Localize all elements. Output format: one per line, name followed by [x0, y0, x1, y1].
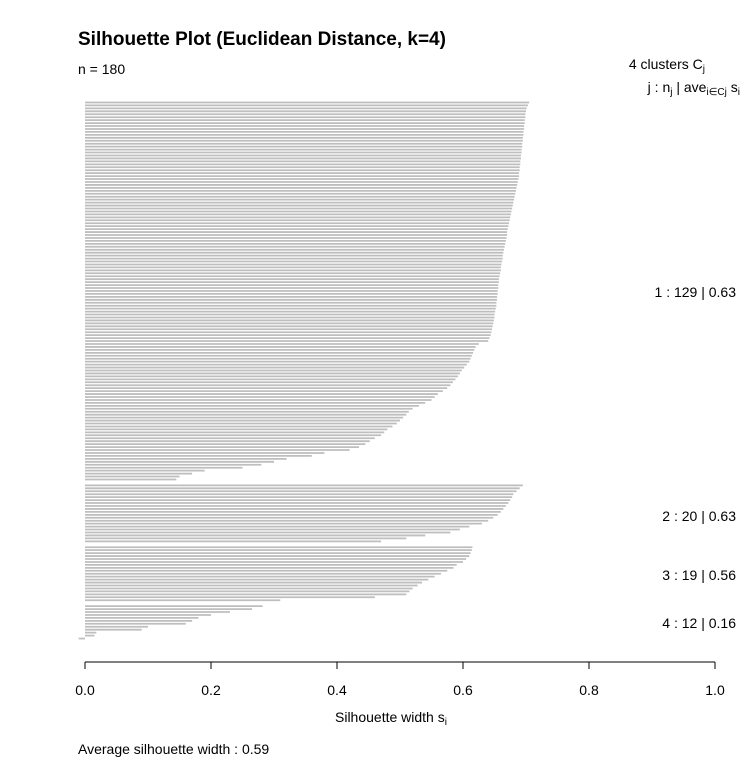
clusters-header-legend: j : nj | avei∈Cj si — [647, 79, 740, 98]
cluster-3-label: 3 : 19 | 0.56 — [662, 567, 736, 583]
cluster-2-label: 2 : 20 | 0.63 — [662, 508, 736, 524]
cluster-4-label: 4 : 12 | 0.16 — [662, 615, 736, 631]
x-tick-label: 0.8 — [579, 682, 599, 698]
average-silhouette-label: Average silhouette width : 0.59 — [78, 741, 270, 757]
x-tick-label: 0.2 — [201, 682, 221, 698]
x-tick-label: 0.4 — [327, 682, 347, 698]
x-tick-label: 0.6 — [453, 682, 473, 698]
x-axis-label: Silhouette width si — [335, 709, 447, 728]
x-tick-label: 1.0 — [705, 682, 725, 698]
clusters-header: 4 clusters Cj — [628, 56, 705, 75]
chart-title: Silhouette Plot (Euclidean Distance, k=4… — [78, 29, 446, 50]
cluster-1-label: 1 : 129 | 0.63 — [654, 284, 736, 300]
sample-size-label: n = 180 — [78, 61, 126, 77]
x-tick-label: 0.0 — [75, 682, 95, 698]
